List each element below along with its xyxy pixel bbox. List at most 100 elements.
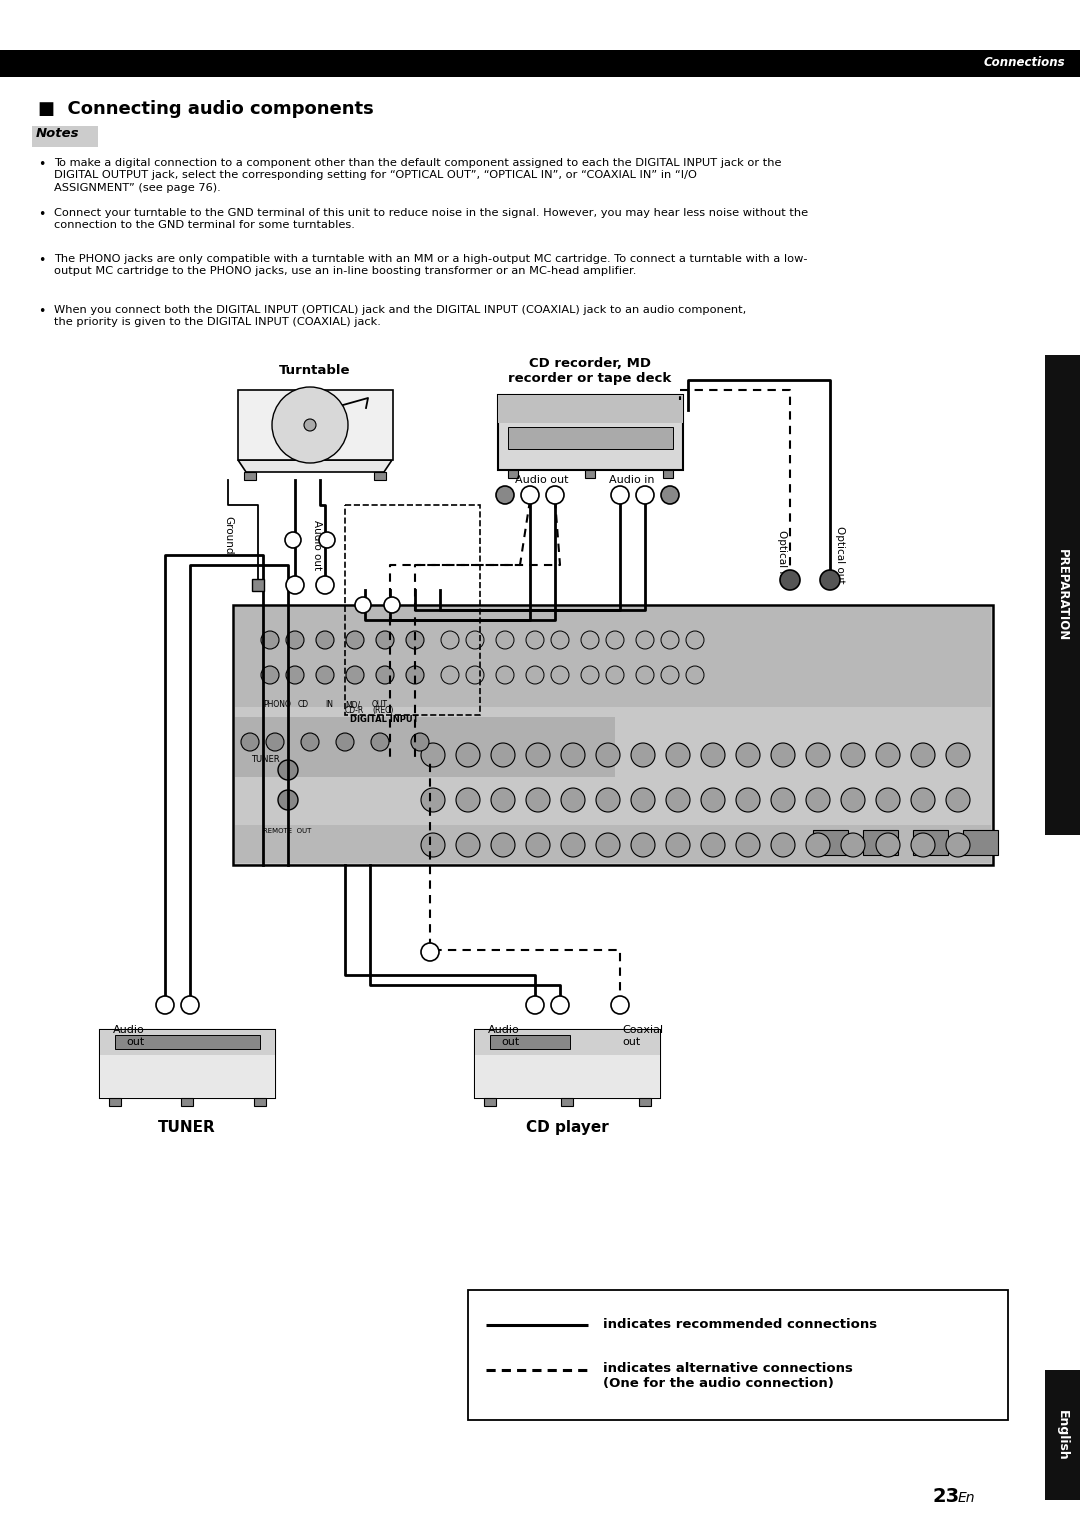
Text: R: R [642,490,649,501]
Circle shape [771,743,795,768]
Circle shape [636,665,654,684]
Circle shape [876,833,900,858]
Circle shape [286,665,303,684]
Bar [100,1030,275,1054]
Text: recorder or tape deck: recorder or tape deck [509,372,672,385]
Circle shape [912,743,935,768]
Text: 23: 23 [932,1488,959,1506]
Circle shape [581,630,599,649]
Circle shape [666,787,690,812]
Bar [913,830,948,855]
Text: •: • [38,208,45,221]
Circle shape [336,732,354,751]
Circle shape [272,388,348,462]
Text: R: R [551,490,558,501]
Text: DIGITAL INPUT: DIGITAL INPUT [350,716,419,723]
Circle shape [316,575,334,594]
Circle shape [421,943,438,961]
Text: Audio in: Audio in [609,475,654,485]
Circle shape [278,760,298,780]
Bar [475,1030,660,1054]
Bar [639,1099,651,1106]
Bar [490,1035,570,1048]
Circle shape [491,833,515,858]
Text: O: O [826,575,834,584]
Text: L: L [289,536,296,545]
Bar [109,1099,121,1106]
Text: L: L [527,490,534,501]
Circle shape [286,575,303,594]
Circle shape [735,833,760,858]
Circle shape [686,630,704,649]
Circle shape [820,571,840,591]
Circle shape [780,571,800,591]
Bar [863,830,897,855]
Circle shape [456,787,480,812]
Circle shape [241,732,259,751]
Circle shape [606,630,624,649]
Circle shape [551,996,569,1013]
Text: C: C [427,948,434,957]
Circle shape [735,743,760,768]
Circle shape [496,630,514,649]
Bar [374,472,386,481]
Text: indicates recommended connections: indicates recommended connections [603,1318,877,1332]
Text: Connections: Connections [984,56,1065,70]
Circle shape [319,533,335,548]
Text: R: R [321,580,328,591]
Circle shape [946,743,970,768]
Bar [235,607,991,707]
Circle shape [261,665,279,684]
Circle shape [596,787,620,812]
Text: CD: CD [298,700,309,710]
Circle shape [606,665,624,684]
Circle shape [421,833,445,858]
Bar [484,1099,496,1106]
Circle shape [841,787,865,812]
Circle shape [526,743,550,768]
Text: OUT: OUT [372,700,388,710]
Bar [963,830,998,855]
Circle shape [303,420,316,430]
Circle shape [701,743,725,768]
Text: L: L [617,490,623,501]
Text: L: L [531,1000,538,1010]
Text: English: English [1055,1410,1068,1460]
Circle shape [496,665,514,684]
Text: (REC): (REC) [372,707,393,716]
Circle shape [841,743,865,768]
Circle shape [806,787,831,812]
Text: Turntable: Turntable [280,365,351,377]
Text: ■  Connecting audio components: ■ Connecting audio components [38,101,374,118]
Text: TUNER: TUNER [251,755,280,765]
Text: To make a digital connection to a component other than the default component ass: To make a digital connection to a compon… [54,159,782,192]
Text: Audio
out: Audio out [113,1025,145,1047]
Text: O: O [786,575,794,584]
Text: Coaxial
out: Coaxial out [622,1025,663,1047]
Circle shape [661,665,679,684]
Circle shape [526,665,544,684]
Bar [663,470,673,478]
Text: Optical out: Optical out [835,526,845,584]
Bar [475,1054,660,1099]
Circle shape [546,485,564,504]
Circle shape [441,665,459,684]
Circle shape [301,732,319,751]
Circle shape [491,743,515,768]
Bar [114,1035,260,1048]
Circle shape [561,743,585,768]
Text: Audio out: Audio out [515,475,569,485]
Circle shape [735,787,760,812]
Circle shape [181,996,199,1013]
Circle shape [771,787,795,812]
Text: The PHONO jacks are only compatible with a turntable with an MM or a high-output: The PHONO jacks are only compatible with… [54,253,808,276]
Bar [508,427,673,449]
Circle shape [631,743,654,768]
Text: •: • [38,159,45,171]
Text: IN: IN [325,700,333,710]
Polygon shape [238,459,392,472]
Bar [813,830,848,855]
Circle shape [701,787,725,812]
Bar [468,1289,1008,1421]
Circle shape [372,732,389,751]
